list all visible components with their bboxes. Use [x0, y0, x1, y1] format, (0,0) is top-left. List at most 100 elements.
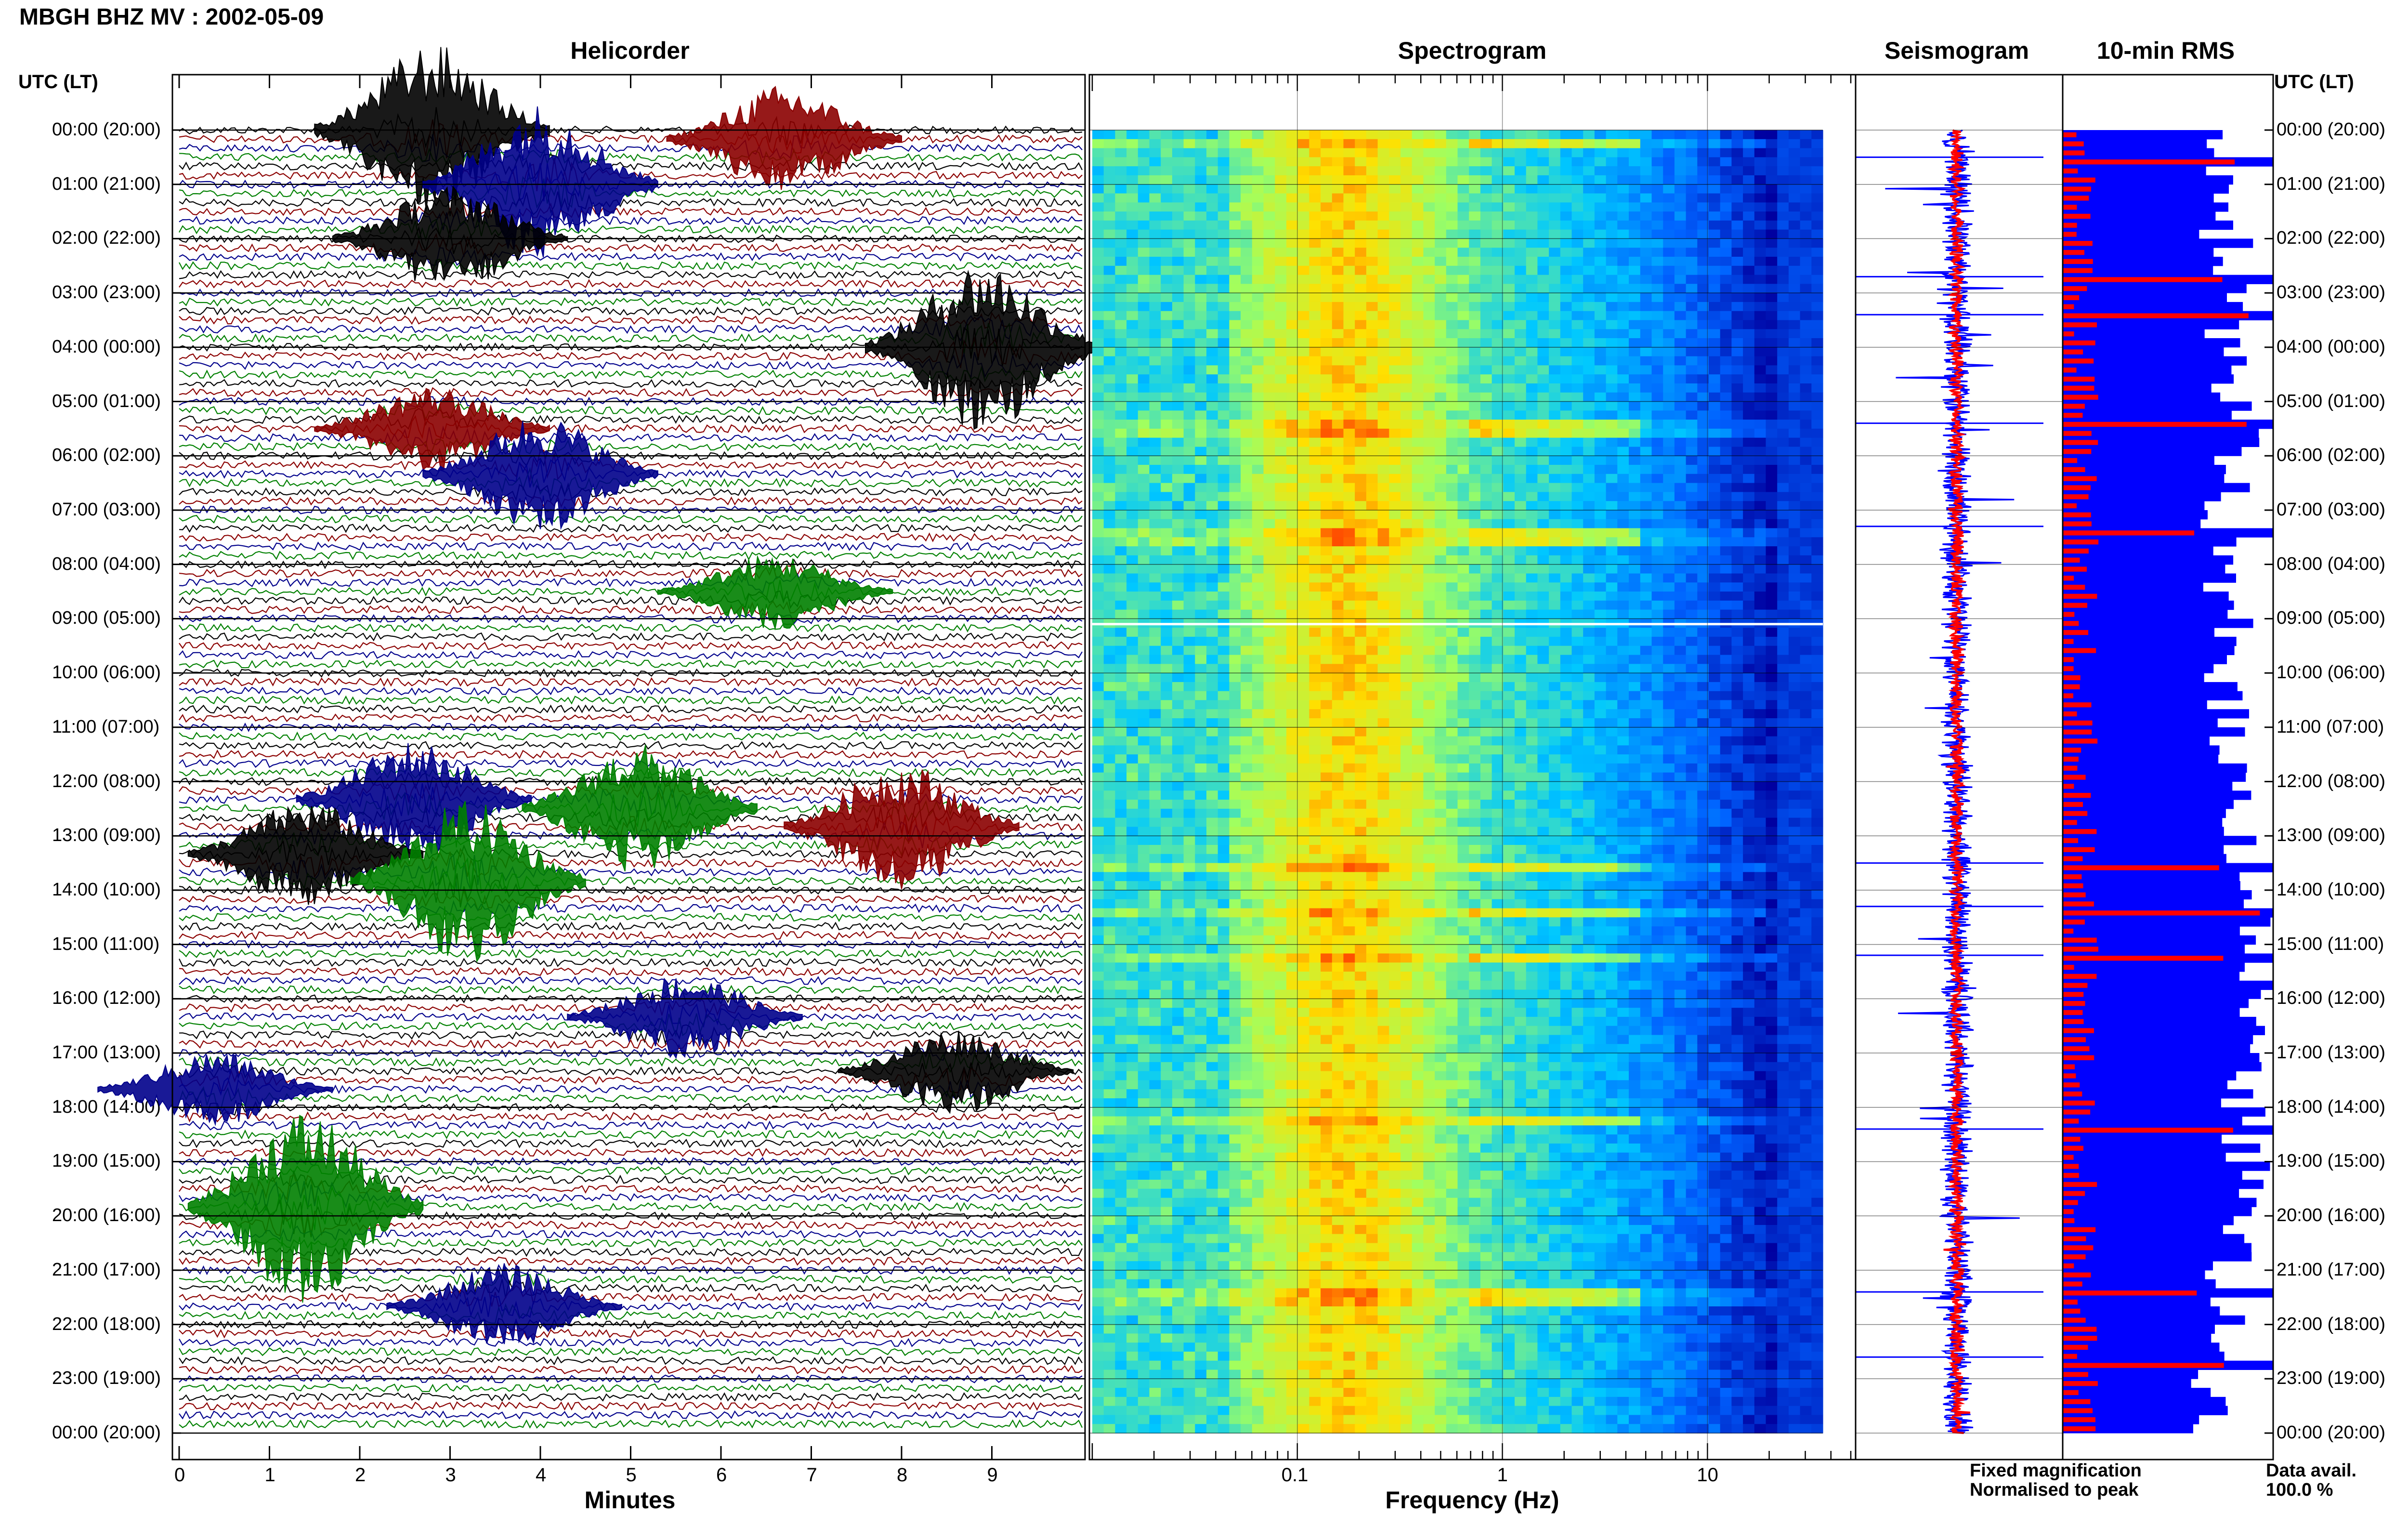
spectrogram-cell — [1652, 782, 1663, 791]
spectrogram-cell — [1640, 374, 1652, 383]
spectrogram-cell — [1400, 782, 1412, 791]
spectrogram-cell — [1184, 130, 1195, 139]
spectrogram-cell — [1686, 519, 1698, 528]
spectrogram-cell — [1252, 682, 1264, 691]
spectrogram-cell — [1595, 194, 1606, 203]
spectrogram-cell — [1572, 737, 1584, 746]
spectrogram-cell — [1400, 682, 1412, 691]
spectrogram-cell — [1321, 582, 1332, 592]
spectrogram-cell — [1777, 139, 1789, 148]
spectrogram-cell — [1595, 284, 1606, 293]
spectrogram-cell — [1150, 682, 1161, 691]
spectrogram-cell — [1560, 374, 1572, 383]
spectrogram-cell — [1675, 546, 1686, 555]
spectrogram-cell — [1469, 574, 1480, 583]
spectrogram-cell — [1241, 221, 1252, 230]
spectrogram-cell — [1172, 175, 1184, 184]
spectrogram-cell — [1640, 238, 1652, 248]
spectrogram-cell — [1092, 184, 1104, 194]
spectrogram-cell — [1572, 610, 1584, 619]
spectrogram-cell — [1617, 402, 1629, 411]
spectrogram-cell — [1709, 492, 1720, 501]
spectrogram-cell — [1766, 592, 1778, 601]
spectrogram-cell — [1150, 782, 1161, 791]
spectrogram-cell — [1515, 709, 1526, 718]
spectrogram-cell — [1275, 592, 1286, 601]
spectrogram-cell — [1709, 483, 1720, 492]
spectrogram-cell — [1800, 745, 1812, 754]
spectrogram-cell — [1332, 302, 1344, 311]
spectrogram-cell — [1332, 764, 1344, 773]
spectrogram-cell — [1355, 393, 1366, 402]
spectrogram-cell — [1811, 483, 1823, 492]
spectrogram-cell — [1092, 565, 1104, 574]
spectrogram-cell — [1492, 700, 1504, 709]
spectrogram-cell — [1115, 347, 1126, 356]
spectrogram-cell — [1731, 764, 1743, 773]
spectrogram-cell — [1184, 501, 1195, 510]
spectrogram-cell — [1423, 221, 1435, 230]
spectrogram-cell — [1435, 474, 1446, 483]
spectrogram-cell — [1126, 790, 1138, 800]
spectrogram-cell — [1492, 718, 1504, 727]
spectrogram-cell — [1298, 184, 1309, 194]
spectrogram-cell — [1275, 691, 1286, 700]
spectrogram-cell — [1503, 610, 1515, 619]
spectrogram-cell — [1252, 148, 1264, 158]
spectrogram-cell — [1115, 727, 1126, 737]
spectrogram-cell — [1480, 383, 1492, 393]
spectrogram-cell — [1686, 492, 1698, 501]
spectrogram-cell — [1355, 420, 1366, 429]
spectrogram-cell — [1206, 211, 1218, 221]
spectrogram-cell — [1537, 374, 1549, 383]
spectrogram-cell — [1161, 682, 1172, 691]
spectrogram-cell — [1435, 139, 1446, 148]
spectrogram-cell — [1229, 139, 1241, 148]
spectrogram-cell — [1366, 483, 1378, 492]
spectrogram-cell — [1777, 402, 1789, 411]
spectrogram-cell — [1229, 691, 1241, 700]
spectrogram-cell — [1229, 537, 1241, 546]
spectrogram-cell — [1206, 574, 1218, 583]
spectrogram-cell — [1549, 266, 1560, 275]
spectrogram-cell — [1126, 347, 1138, 356]
spectrogram-cell — [1138, 492, 1150, 501]
spectrogram-cell — [1355, 700, 1366, 709]
spectrogram-cell — [1526, 356, 1538, 366]
spectrogram-cell — [1344, 320, 1355, 329]
spectrogram-cell — [1423, 130, 1435, 139]
spectrogram-cell — [1298, 628, 1309, 637]
spectrogram-cell — [1286, 745, 1298, 754]
spectrogram-cell — [1241, 438, 1252, 447]
spectrogram-cell — [1309, 420, 1321, 429]
spectrogram-cell — [1275, 637, 1286, 646]
spectrogram-cell — [1321, 474, 1332, 483]
spectrogram-cell — [1378, 410, 1389, 420]
spectrogram-cell — [1480, 438, 1492, 447]
spectrogram-cell — [1492, 773, 1504, 782]
spectrogram-cell — [1789, 582, 1800, 592]
spectrogram-cell — [1400, 727, 1412, 737]
spectrogram-cell — [1389, 356, 1400, 366]
spectrogram-cell — [1458, 691, 1469, 700]
spectrogram-cell — [1332, 565, 1344, 574]
spectrogram-cell — [1480, 537, 1492, 546]
spectrogram-cell — [1652, 184, 1663, 194]
spectrogram-cell — [1172, 691, 1184, 700]
spectrogram-cell — [1789, 257, 1800, 266]
spectrogram-cell — [1126, 655, 1138, 664]
spectrogram-cell — [1172, 782, 1184, 791]
spectrogram-cell — [1195, 429, 1206, 438]
spectrogram-cell — [1595, 148, 1606, 158]
spectrogram-cell — [1423, 637, 1435, 646]
spectrogram-cell — [1150, 302, 1161, 311]
spectrogram-cell — [1264, 628, 1275, 637]
spectrogram-cell — [1126, 410, 1138, 420]
spectrogram-cell — [1800, 275, 1812, 284]
spectrogram-cell — [1754, 365, 1766, 374]
spectrogram-cell — [1811, 501, 1823, 510]
spectrogram-cell — [1138, 519, 1150, 528]
spectrogram-cell — [1150, 447, 1161, 456]
spectrogram-cell — [1309, 238, 1321, 248]
spectrogram-cell — [1138, 745, 1150, 754]
